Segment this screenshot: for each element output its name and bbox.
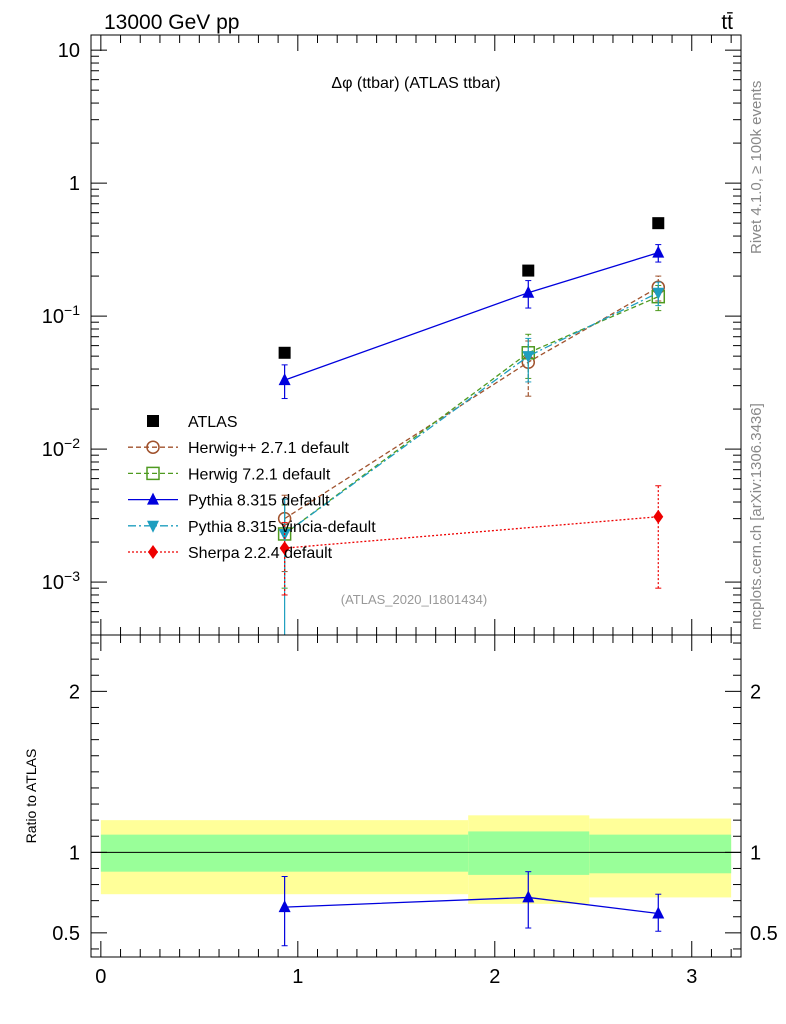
y-tick-label: 10−3 xyxy=(42,568,80,594)
series-atlas xyxy=(278,217,665,359)
legend-marker-sherpa xyxy=(148,545,158,559)
legend-marker-pythia xyxy=(147,492,159,505)
y-tick-label: 1 xyxy=(69,173,80,195)
x-tick-label: 2 xyxy=(489,966,500,988)
rivet-version-label: Rivet 4.1.0, ≥ 100k events xyxy=(748,81,765,254)
main-series-layer xyxy=(277,217,666,636)
ratio-point-pythia xyxy=(522,890,535,903)
legend-marker-herwig7 xyxy=(146,466,160,481)
ratio-series-layer xyxy=(278,871,665,947)
ratio-line-pythia xyxy=(284,896,659,915)
legend-label-sherpa: Sherpa 2.2.4 default xyxy=(188,545,333,562)
ratio-band-inner xyxy=(589,834,732,874)
x-tick-label: 1 xyxy=(292,966,303,988)
legend-label-herwigpp: Herwig++ 2.7.1 default xyxy=(188,440,350,457)
series-line-vincia xyxy=(284,292,659,535)
ratio-plot-frame xyxy=(90,634,742,958)
legend-item-atlas: ATLAS xyxy=(147,414,238,431)
legend-marker-herwigpp xyxy=(146,440,160,454)
legend-item-herwigpp: Herwig++ 2.7.1 default xyxy=(128,440,350,457)
ratio-y-axis-label: Ratio to ATLAS xyxy=(23,749,39,844)
ratio-y-tick-label-right: 1 xyxy=(750,842,761,864)
point-sherpa xyxy=(653,509,664,524)
ratio-y-tick-label-right: 0.5 xyxy=(750,923,778,945)
legend-item-herwig7: Herwig 7.2.1 default xyxy=(128,466,331,483)
point-vincia xyxy=(522,351,535,364)
point-atlas xyxy=(278,346,291,359)
x-tick-label: 3 xyxy=(686,966,697,988)
legend-marker-vincia xyxy=(147,520,159,533)
ratio-y-tick-label: 1 xyxy=(69,842,80,864)
legend-marker-atlas xyxy=(147,415,159,427)
x-tick-label: 0 xyxy=(95,966,106,988)
process-label: tt̄ xyxy=(721,11,733,34)
ratio-axis-ticks: 0.5 0.5 1 1 2 2 0 1 2 3 xyxy=(52,635,778,988)
point-pythia xyxy=(278,373,291,386)
series-line-herwig7 xyxy=(284,296,659,535)
legend: ATLAS Herwig++ 2.7.1 default Herwig 7.2.1 … xyxy=(128,414,376,562)
main-axis-ticks: 10 1 10−1 10−2 10−3 xyxy=(42,35,741,636)
legend-label-pythia: Pythia 8.315 default xyxy=(188,493,330,510)
energy-label: 13000 GeV pp xyxy=(104,11,239,34)
point-pythia xyxy=(522,285,535,298)
point-sherpa xyxy=(279,541,290,556)
ratio-band-inner xyxy=(100,834,469,872)
ratio-band-inner xyxy=(468,831,590,875)
ratio-uncertainty-bands xyxy=(91,815,741,904)
legend-label-vincia: Pythia 8.315 vincia-default xyxy=(188,519,376,536)
ratio-y-tick-label-right: 2 xyxy=(750,681,761,703)
point-atlas xyxy=(522,264,535,277)
series-line-pythia xyxy=(284,252,659,381)
legend-item-pythia: Pythia 8.315 default xyxy=(128,492,330,510)
y-tick-label: 10 xyxy=(58,40,80,62)
mcplots-source-label: mcplots.cern.ch [arXiv:1306.3436] xyxy=(748,403,765,630)
ratio-series-pythia xyxy=(278,871,665,947)
legend-label-herwig7: Herwig 7.2.1 default xyxy=(188,466,331,483)
y-tick-label: 10−2 xyxy=(42,435,80,461)
legend-item-vincia: Pythia 8.315 vincia-default xyxy=(128,519,376,536)
y-tick-label: 10−1 xyxy=(42,302,80,328)
series-pythia xyxy=(278,244,665,400)
ratio-point-pythia xyxy=(652,906,665,919)
point-vincia xyxy=(652,287,665,300)
point-pythia xyxy=(652,245,665,258)
plot-title: Δφ (ttbar) (ATLAS ttbar) xyxy=(331,75,500,92)
point-atlas xyxy=(652,217,665,230)
point-vincia xyxy=(278,528,291,541)
main-plot-panel: 10 1 10−1 10−2 10−3 xyxy=(42,34,742,636)
series-vincia xyxy=(278,281,665,636)
ratio-y-tick-label: 2 xyxy=(69,681,80,703)
legend-item-sherpa: Sherpa 2.2.4 default xyxy=(128,545,333,562)
ratio-point-pythia xyxy=(278,900,291,913)
legend-label-atlas: ATLAS xyxy=(188,414,238,431)
series-herwig7 xyxy=(277,284,666,589)
series-line-sherpa xyxy=(284,516,659,549)
series-line-herwigpp xyxy=(284,286,659,520)
ratio-y-tick-label: 0.5 xyxy=(52,923,80,945)
analysis-watermark: (ATLAS_2020_I1801434) xyxy=(341,592,487,607)
series-sherpa xyxy=(279,485,664,596)
ratio-plot-panel: 0.5 0.5 1 1 2 2 0 1 2 3 Ratio to ATLAS xyxy=(23,634,778,988)
